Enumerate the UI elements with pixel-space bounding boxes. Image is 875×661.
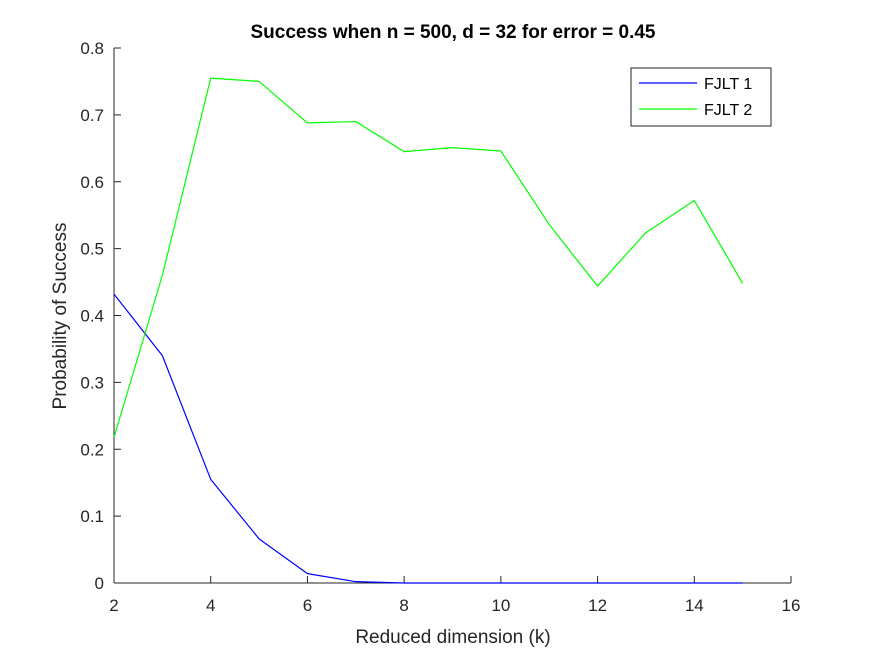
y-tick-label: 0.8 — [80, 39, 104, 58]
y-tick-label: 0.4 — [80, 307, 104, 326]
chart-title: Success when n = 500, d = 32 for error =… — [250, 22, 655, 43]
series-1-point — [403, 582, 405, 584]
x-tick-label: 10 — [491, 596, 510, 615]
series-1-point — [306, 572, 308, 574]
series-2-point — [693, 199, 695, 201]
series-1-point — [210, 478, 212, 480]
series-2-point — [645, 231, 647, 233]
legend-label-1: FJLT 1 — [704, 76, 752, 93]
series-line-2 — [113, 77, 744, 438]
series-1-point — [693, 582, 695, 584]
series-1-point — [161, 354, 163, 356]
series-1-point — [451, 582, 453, 584]
series-2-point — [548, 223, 550, 225]
y-tick-label: 0 — [95, 574, 104, 593]
y-axis-label: Probability of Success — [50, 223, 71, 410]
series-1-point — [113, 293, 115, 295]
y-tick-label: 0.3 — [80, 373, 104, 392]
series-2-point — [355, 120, 357, 122]
series-2-point — [161, 274, 163, 276]
series-2-point — [113, 436, 115, 438]
series-2-point — [403, 150, 405, 152]
series-line-1 — [113, 293, 743, 584]
plot-area: 2 4 6 8 10 12 14 16 0 0.1 0.2 0.3 0.4 0.5 0.6 0.7 0.8 — [80, 39, 800, 615]
legend-box — [630, 67, 772, 127]
series-1-point — [596, 582, 598, 584]
series-1-point — [500, 582, 502, 584]
y-tick-label: 0.5 — [80, 240, 104, 259]
series-2-point — [258, 80, 260, 82]
x-tick-label: 4 — [206, 596, 215, 615]
series-2-point — [210, 77, 212, 79]
legend-label-2: FJLT 2 — [704, 102, 752, 119]
y-tick-label: 0.6 — [80, 173, 104, 192]
series-1-point — [645, 582, 647, 584]
series-2-point — [741, 282, 743, 284]
series-2-point — [500, 150, 502, 152]
x-tick-label: 8 — [399, 596, 408, 615]
series-1-point — [741, 582, 743, 584]
series-1-point — [355, 580, 357, 582]
legend: FJLT 1 FJLT 2 — [630, 67, 772, 127]
x-axis-label: Reduced dimension (k) — [355, 627, 550, 648]
x-tick-label: 12 — [588, 596, 607, 615]
x-tick-label: 16 — [782, 596, 801, 615]
y-tick-label: 0.2 — [80, 440, 104, 459]
x-tick-label: 2 — [109, 596, 118, 615]
y-tick-label: 0.7 — [80, 106, 104, 125]
series-2-point — [596, 285, 598, 287]
series-2-point — [451, 146, 453, 148]
series-2-point — [306, 122, 308, 124]
x-tick-label: 6 — [303, 596, 312, 615]
x-tick-label: 14 — [685, 596, 704, 615]
y-tick-label: 0.1 — [80, 507, 104, 526]
series-1-point — [548, 582, 550, 584]
series-1-point — [258, 538, 260, 540]
